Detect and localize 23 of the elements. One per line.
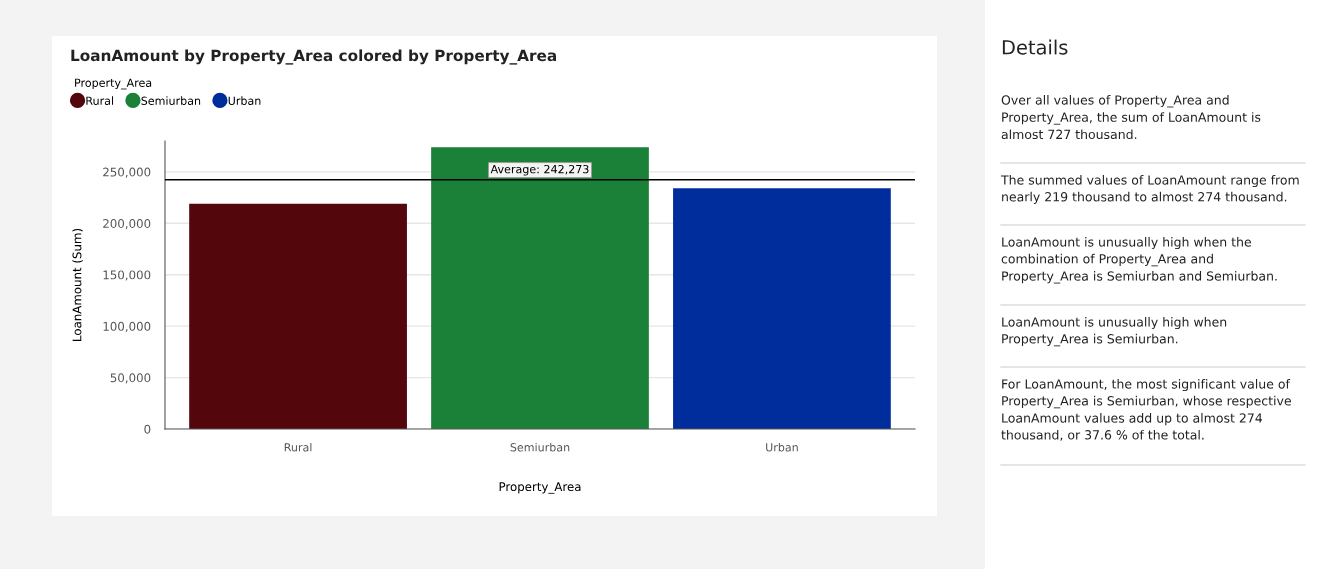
legend-title: Property_Area [75, 78, 152, 90]
y-tick-label: 100,000 [103, 321, 151, 332]
legend-label: Urban [228, 96, 261, 105]
text: Over all values of Property_Area and Property_Area, the sum of LoanAmount is almost 727 thousand. [1001, 95, 1261, 140]
text: The summed values of LoanAmount range from nearly 219 thousand to almost 274 thousand. [1000, 175, 1299, 204]
text: LoanAmount is unusually high when the combination of Property_Area and Property_Area is Semiurban and Semiurban. [1001, 237, 1277, 284]
ref-line-label: Average: 242,273 [490, 164, 589, 176]
y-tick-label: 50,000 [110, 373, 151, 384]
x-tick-label: Rural [284, 442, 312, 452]
y-axis-title: LoanAmount (Sum) [72, 228, 83, 341]
text: LoanAmount is unusually high when Property_Area is Semiurban. [1002, 317, 1227, 347]
y-tick-label: 250,000 [103, 167, 151, 178]
text: For LoanAmount, the most significant value of Property_Area is Semiurban, whose respective LoanAmount values add up to almost 274 thousand, or 37.6 % of the total. [1001, 379, 1291, 441]
text: Details [1002, 39, 1068, 55]
x-tick-label: Urban [766, 442, 798, 452]
chart-title: LoanAmount by Property_Area colored by Property_Area [71, 49, 556, 65]
legend-label: Rural [86, 96, 114, 105]
y-tick-label: 0 [144, 424, 151, 434]
y-tick-label: 150,000 [103, 270, 151, 281]
y-tick-label: 200,000 [103, 219, 151, 230]
legend-label: Semiurban [141, 96, 201, 105]
x-axis-title: Property_Area [499, 482, 581, 494]
x-tick-label: Semiurban [510, 442, 570, 452]
